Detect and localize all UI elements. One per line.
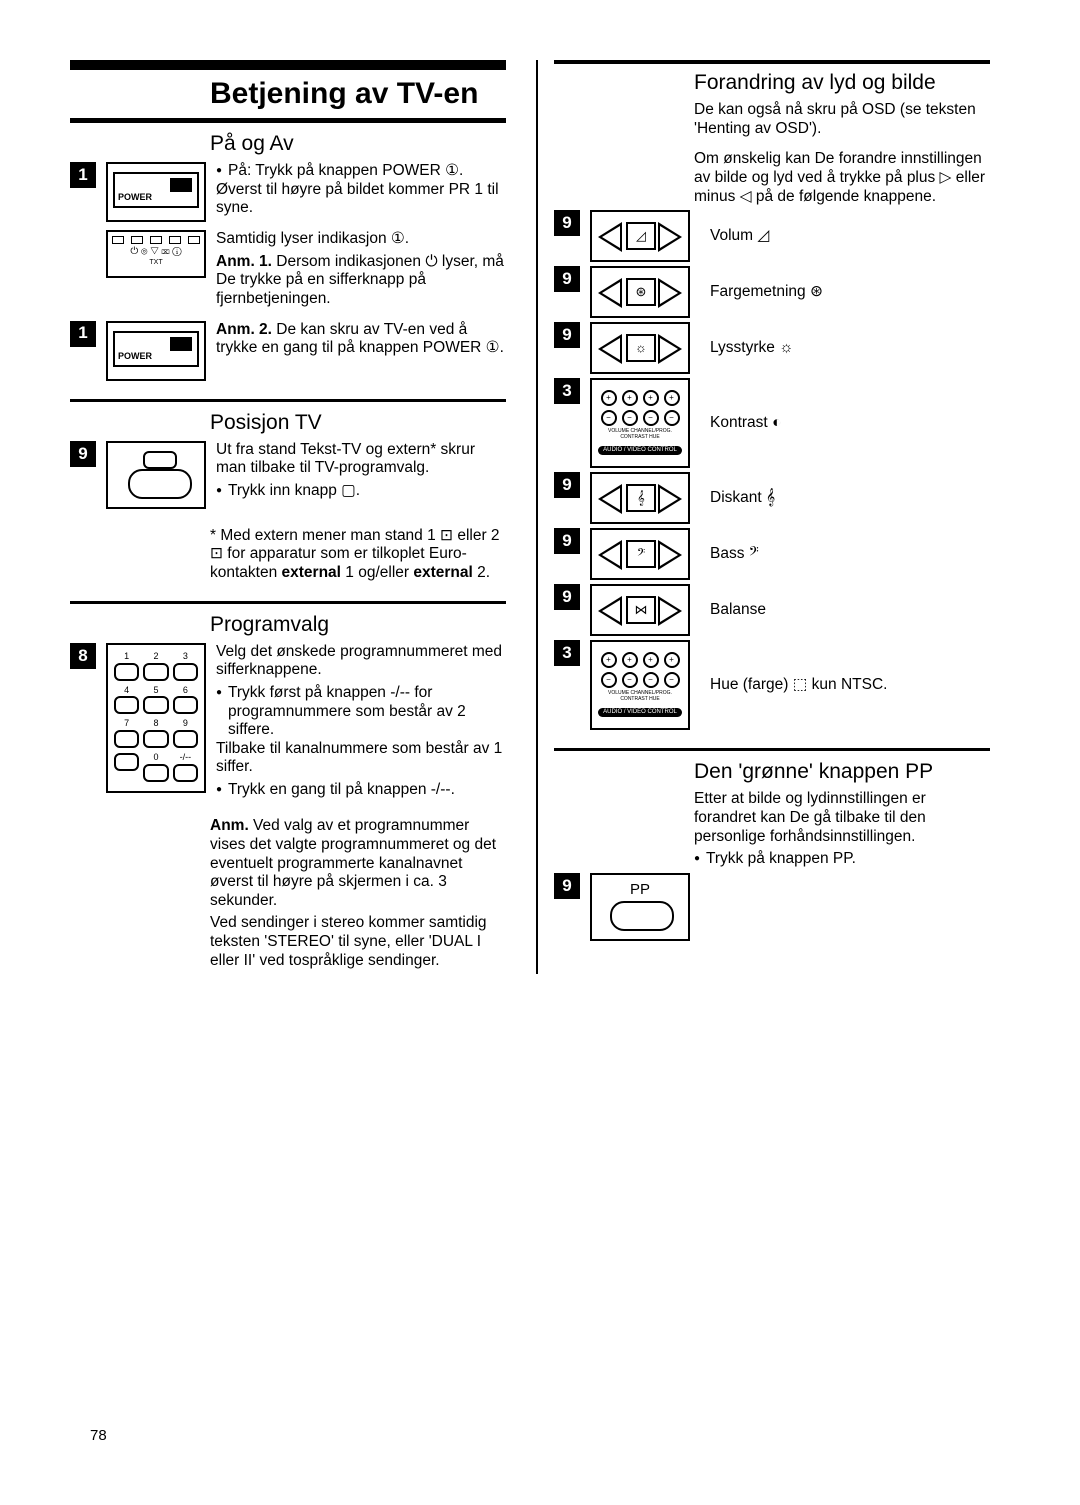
panel-label: AUDIO / VIDEO CONTROL <box>598 446 682 455</box>
diagram-volume: ◿ <box>590 210 690 262</box>
page-number: 78 <box>90 1427 107 1445</box>
row-power-1: 1 POWER På: Trykk på knappen POWER ①. Øv… <box>70 162 506 222</box>
row-lys: 9 ☼ Lysstyrke ☼ <box>554 322 990 374</box>
badge-9: 9 <box>70 441 96 467</box>
diagram-power-off: POWER <box>106 321 206 381</box>
text-anm2: Anm. 2. De kan skru av TV-en ved å trykk… <box>216 321 506 358</box>
diagram-tv-position <box>106 441 206 509</box>
badge-9-bal: 9 <box>554 584 580 610</box>
badge-1b: 1 <box>70 321 96 347</box>
row-kontrast: 3 +− +− +− +− VOLUME CHANNEL/PROG. CONTR… <box>554 378 990 468</box>
power-label-2: POWER <box>118 351 152 362</box>
badge-3-k: 3 <box>554 378 580 404</box>
diagram-treble: 𝄞 <box>590 472 690 524</box>
txt-label: TXT <box>108 259 204 267</box>
diagram-power-on: POWER <box>106 162 206 222</box>
bullet-on: På: Trykk på knappen POWER ①. <box>216 162 506 181</box>
badge-9-vol: 9 <box>554 210 580 236</box>
text-plusminus: Om ønskelig kan De forandre innstillinge… <box>694 150 990 206</box>
section-head-pos: Posisjon TV <box>210 410 506 435</box>
label-bass: Bass 𝄢 <box>710 545 759 564</box>
bullet-prog2: Trykk en gang til på knappen -/--. <box>216 781 506 800</box>
diagram-contrast-panel: +− +− +− +− VOLUME CHANNEL/PROG. CONTRAS… <box>590 378 690 468</box>
label-hue: Hue (farge) ⬚ kun NTSC. <box>710 676 887 695</box>
text-anm-prog: Anm. Ved valg av et programnummer vises … <box>210 817 506 910</box>
power-button-icon-2 <box>170 337 192 351</box>
badge-8: 8 <box>70 643 96 669</box>
panel-sublabel: VOLUME CHANNEL/PROG. CONTRAST HUE <box>598 428 682 440</box>
text-prog2: Tilbake til kanalnummere som består av 1… <box>216 740 506 777</box>
panel-sublabel-2: VOLUME CHANNEL/PROG. CONTRAST HUE <box>598 690 682 702</box>
section-head-forandring: Forandring av lyd og bilde <box>694 70 990 95</box>
label-kontrast: Kontrast ◐ <box>710 414 781 433</box>
badge-9-bass: 9 <box>554 528 580 554</box>
text-tvpos1: Ut fra stand Tekst-TV og extern* skrur m… <box>216 441 506 478</box>
section-head-prog: Programvalg <box>210 612 506 637</box>
title-bar <box>70 60 506 70</box>
right-column: Forandring av lyd og bilde De kan også n… <box>536 60 990 974</box>
text-osd: De kan også nå skru på OSD (se teksten '… <box>694 101 990 138</box>
color-icon: ⊛ <box>626 278 656 306</box>
divider <box>70 601 506 604</box>
diagram-pp: PP <box>590 873 690 941</box>
badge-9-farge: 9 <box>554 266 580 292</box>
bullet-prog1: Trykk først på knappen -/-- for programn… <box>216 684 506 740</box>
treble-icon: 𝄞 <box>626 484 656 512</box>
badge-9-lys: 9 <box>554 322 580 348</box>
text-stereo: Ved sendinger i stereo kommer samtidig t… <box>210 914 506 970</box>
divider <box>70 399 506 402</box>
bullet-tvpos: Trykk inn knapp ▢. <box>216 482 506 501</box>
text-pp: Etter at bilde og lydinnstillingen er fo… <box>694 790 990 846</box>
diagram-bass: 𝄢 <box>590 528 690 580</box>
main-title: Betjening av TV-en <box>210 76 506 112</box>
divider <box>554 748 990 751</box>
section-head-onoff: På og Av <box>210 131 506 156</box>
badge-9-disk: 9 <box>554 472 580 498</box>
pp-label: PP <box>592 881 688 899</box>
badge-1: 1 <box>70 162 96 188</box>
text-pr1: Øverst til høyre på bildet kommer PR 1 t… <box>216 181 506 218</box>
section-head-pp: Den 'grønne' knappen PP <box>694 759 990 784</box>
title-bar-right <box>554 60 990 64</box>
page-container: Betjening av TV-en På og Av 1 POWER På: … <box>0 0 1080 1024</box>
balance-icon: ⋈ <box>626 596 656 624</box>
row-power-2: 1 POWER Anm. 2. De kan skru av TV-en ved… <box>70 321 506 381</box>
brightness-icon: ☼ <box>626 334 656 362</box>
power-button-icon <box>170 178 192 192</box>
row-hue: 3 +− +− +− +− VOLUME CHANNEL/PROG. CONTR… <box>554 640 990 730</box>
label-diskant: Diskant 𝄞 <box>710 489 775 508</box>
row-farge: 9 ⊛ Fargemetning ⊛ <box>554 266 990 318</box>
diagram-keypad: 1 2 3 4 5 6 7 8 9 0 -/-- <box>106 643 206 793</box>
diagram-balance: ⋈ <box>590 584 690 636</box>
label-volum: Volum ◿ <box>710 227 769 246</box>
row-keypad: 8 1 2 3 4 5 6 7 8 9 0 -/-- Velg <box>70 643 506 800</box>
row-tvpos: 9 Ut fra stand Tekst-TV og extern* skrur… <box>70 441 506 509</box>
text-anm1: Anm. 1. Dersom indikasjonen ⏻ lyser, må … <box>216 253 506 309</box>
diagram-color: ⊛ <box>590 266 690 318</box>
row-indicators: ⏻ ⦾ ▽ ⌧ ⓘ TXT Samtidig lyser indikasjon … <box>70 230 506 312</box>
label-lys: Lysstyrke ☼ <box>710 339 793 358</box>
label-balanse: Balanse <box>710 601 766 620</box>
divider <box>70 118 506 123</box>
left-column: Betjening av TV-en På og Av 1 POWER På: … <box>70 60 506 974</box>
row-diskant: 9 𝄞 Diskant 𝄞 <box>554 472 990 524</box>
volume-icon: ◿ <box>626 222 656 250</box>
diagram-brightness: ☼ <box>590 322 690 374</box>
power-label: POWER <box>118 192 152 203</box>
panel-label-2: AUDIO / VIDEO CONTROL <box>598 708 682 717</box>
badge-3-h: 3 <box>554 640 580 666</box>
row-pp: 9 PP <box>554 873 990 941</box>
label-farge: Fargemetning ⊛ <box>710 283 823 302</box>
row-balanse: 9 ⋈ Balanse <box>554 584 990 636</box>
row-volum: 9 ◿ Volum ◿ <box>554 210 990 262</box>
bass-icon: 𝄢 <box>626 540 656 568</box>
text-extern-note: * Med extern mener man stand 1 ⊡ eller 2… <box>210 527 506 583</box>
text-prog1: Velg det ønskede programnummeret med sif… <box>216 643 506 680</box>
badge-9-pp: 9 <box>554 873 580 899</box>
diagram-hue-panel: +− +− +− +− VOLUME CHANNEL/PROG. CONTRAS… <box>590 640 690 730</box>
bullet-pp: Trykk på knappen PP. <box>694 850 990 869</box>
text-indicator: Samtidig lyser indikasjon ①. <box>216 230 506 249</box>
diagram-indicators: ⏻ ⦾ ▽ ⌧ ⓘ TXT <box>106 230 206 278</box>
row-bass: 9 𝄢 Bass 𝄢 <box>554 528 990 580</box>
